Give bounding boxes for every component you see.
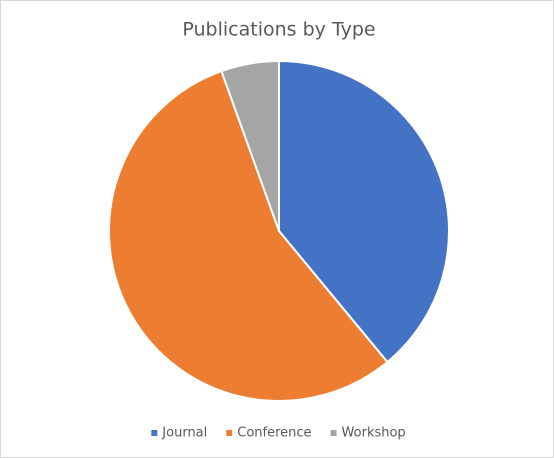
legend-label: Conference [237,426,311,441]
pie-slice [220,59,280,232]
legend-marker [226,430,233,436]
pie-slice [108,69,389,402]
pie-slice [278,59,450,364]
legend-label: Workshop [342,426,406,441]
legend-marker [151,430,158,436]
legend-marker [330,430,337,436]
chart-title: Publications by Type [182,19,375,41]
legend-label: Journal [161,426,207,441]
